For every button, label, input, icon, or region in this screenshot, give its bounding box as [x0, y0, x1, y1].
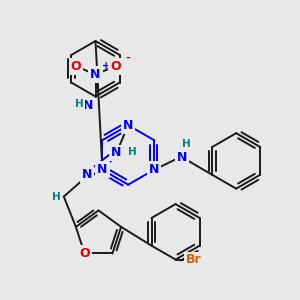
Text: N: N — [123, 119, 134, 132]
Text: N: N — [83, 99, 93, 112]
Text: N: N — [90, 68, 101, 81]
Text: N: N — [176, 152, 187, 164]
Text: H: H — [182, 139, 190, 149]
Text: N: N — [149, 163, 159, 176]
Text: N: N — [97, 163, 108, 176]
Text: N: N — [111, 146, 122, 160]
Text: O: O — [79, 247, 90, 260]
Text: -: - — [125, 53, 130, 63]
Text: H: H — [75, 99, 84, 110]
Text: O: O — [70, 60, 81, 73]
Text: +: + — [102, 61, 111, 71]
Text: O: O — [110, 60, 121, 73]
Text: Br: Br — [185, 253, 201, 266]
Text: H: H — [128, 147, 137, 157]
Text: N: N — [81, 168, 92, 181]
Text: H: H — [52, 191, 61, 202]
